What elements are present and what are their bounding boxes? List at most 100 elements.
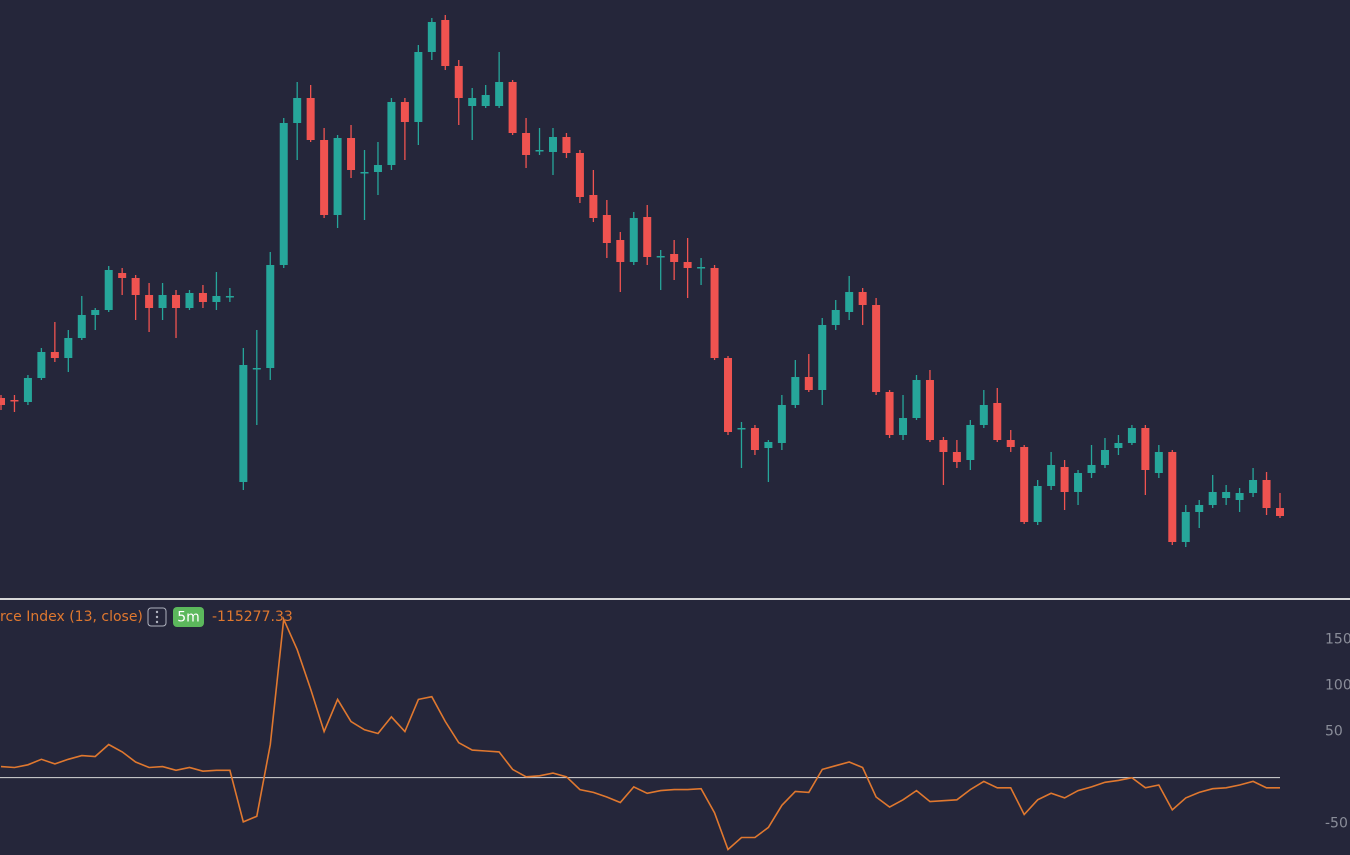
candle-body: [670, 254, 679, 262]
candle-body: [1033, 486, 1042, 522]
y-tick-label: 50: [1325, 724, 1343, 740]
candle-body: [899, 418, 908, 435]
candle-body: [508, 82, 517, 133]
candle-body: [481, 95, 490, 106]
icon-dot: [155, 610, 159, 614]
candle-body: [333, 138, 342, 215]
candle-body: [172, 295, 181, 308]
candle-body: [1060, 467, 1069, 492]
candle-body: [1074, 473, 1083, 492]
candle-body: [252, 368, 261, 370]
candle-body: [1168, 452, 1177, 542]
candle-body: [320, 140, 329, 215]
candle-body: [535, 150, 544, 152]
candle-body: [239, 365, 248, 482]
candle-body: [750, 428, 759, 450]
candle-body: [1154, 452, 1163, 473]
candle-body: [939, 440, 948, 452]
candle-body: [158, 295, 167, 308]
candle-body: [400, 102, 409, 122]
candle-body: [979, 405, 988, 425]
candle-body: [1006, 440, 1015, 447]
y-tick-label: 150: [1325, 632, 1350, 648]
candle-body: [37, 352, 46, 378]
candle-body: [441, 20, 450, 66]
candle-body: [104, 270, 113, 310]
candle-body: [993, 403, 1002, 440]
candle-body: [522, 133, 531, 155]
candle-body: [1020, 447, 1029, 522]
force-index-line: [0, 616, 1280, 851]
candle-body: [185, 293, 194, 308]
interval-badge: [173, 607, 204, 627]
candle-body: [1235, 493, 1244, 500]
candle-body: [562, 137, 571, 153]
candle-body: [225, 296, 234, 298]
candle-body: [1181, 512, 1190, 542]
candle-body: [1127, 428, 1136, 443]
candle-body: [279, 123, 288, 265]
candle-body: [1087, 465, 1096, 473]
icon-dot: [155, 620, 159, 624]
candle-body: [131, 278, 140, 295]
candle-body: [1195, 505, 1204, 512]
candle-body: [145, 295, 154, 308]
candle-body: [548, 137, 557, 152]
candle-body: [495, 82, 504, 106]
candle-body: [1100, 450, 1109, 465]
candle-body: [427, 22, 436, 52]
candle-body: [10, 400, 19, 402]
candle-body: [198, 293, 207, 302]
candle-body: [1262, 480, 1271, 508]
candle-body: [737, 428, 746, 430]
last-value: -115277.33: [212, 609, 293, 625]
candle-body: [1249, 480, 1258, 493]
candle-body: [912, 380, 921, 418]
candle-body: [1114, 443, 1123, 448]
candle-body: [858, 292, 867, 305]
candle-body: [293, 98, 302, 123]
candle-body: [64, 338, 73, 358]
candle-body: [643, 217, 652, 257]
candle-body: [629, 218, 638, 262]
indicator-name: rce Index (13, close): [0, 609, 143, 625]
candle-body: [804, 377, 813, 390]
candle-body: [118, 273, 127, 278]
icon-dot: [155, 615, 159, 619]
candle-body: [266, 265, 275, 368]
candle-body: [764, 442, 773, 448]
candle-body: [616, 240, 625, 262]
candle-body: [791, 377, 800, 405]
candle-body: [697, 267, 706, 269]
candle-body: [872, 305, 881, 392]
candle-body: [952, 452, 961, 462]
candle-body: [0, 398, 5, 405]
y-tick-label: 100: [1325, 678, 1350, 694]
candle-body: [23, 378, 32, 402]
candle-body: [724, 358, 733, 432]
candle-body: [818, 325, 827, 390]
settings-icon[interactable]: [147, 607, 167, 627]
candle-body: [387, 102, 396, 165]
candle-body: [710, 268, 719, 358]
candle-body: [602, 215, 611, 243]
candle-body: [468, 98, 477, 106]
candle-body: [575, 153, 584, 197]
candle-body: [347, 138, 356, 170]
candle-body: [831, 310, 840, 325]
candle-body: [306, 98, 315, 140]
candle-body: [373, 165, 382, 172]
candle-body: [1141, 428, 1150, 470]
candle-body: [77, 315, 86, 338]
candle-body: [91, 310, 100, 315]
candle-body: [656, 256, 665, 258]
candle-body: [885, 392, 894, 435]
candle-body: [1208, 492, 1217, 505]
candle-body: [212, 296, 221, 302]
candle-body: [777, 405, 786, 443]
candle-body: [683, 262, 692, 268]
candle-body: [360, 172, 369, 174]
candle-body: [454, 66, 463, 98]
